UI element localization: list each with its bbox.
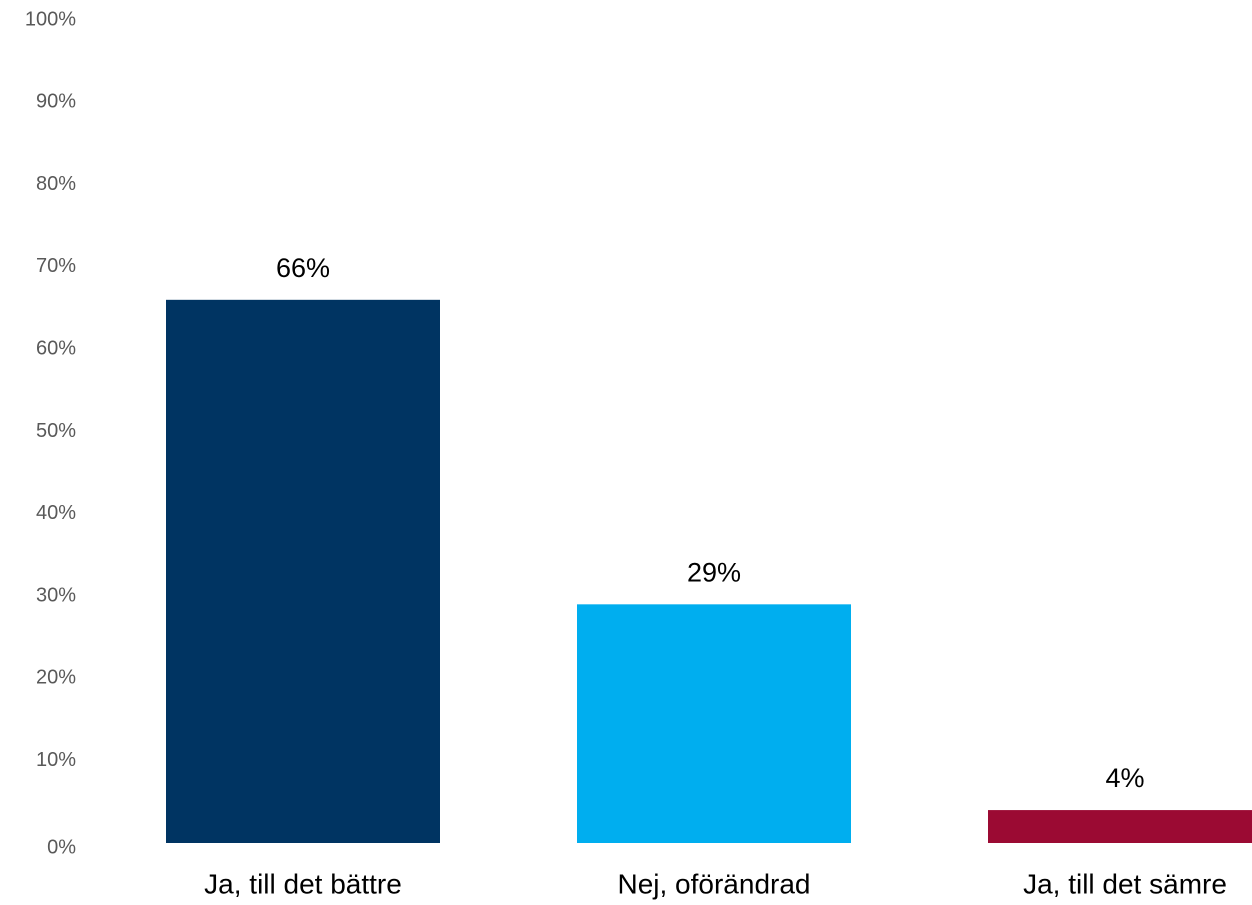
y-tick-label: 60%	[36, 337, 76, 359]
y-tick-label: 80%	[36, 173, 76, 195]
y-tick-label: 40%	[36, 502, 76, 524]
value-label: 4%	[1105, 763, 1144, 793]
bar	[988, 810, 1252, 843]
y-tick-label: 20%	[36, 667, 76, 689]
y-tick-label: 0%	[47, 836, 76, 858]
y-tick-label: 30%	[36, 584, 76, 606]
x-tick-label: Ja, till det bättre	[204, 868, 402, 899]
bar	[577, 604, 851, 843]
y-tick-label: 50%	[36, 420, 76, 442]
x-tick-label: Ja, till det sämre	[1023, 868, 1227, 899]
bar	[166, 299, 440, 843]
y-tick-label: 10%	[36, 749, 76, 771]
value-label: 66%	[276, 253, 330, 283]
y-tick-label: 70%	[36, 255, 76, 277]
x-tick-label: Nej, oförändrad	[617, 868, 810, 899]
y-tick-label: 90%	[36, 91, 76, 113]
y-tick-label: 100%	[25, 8, 76, 30]
value-label: 29%	[687, 557, 741, 587]
